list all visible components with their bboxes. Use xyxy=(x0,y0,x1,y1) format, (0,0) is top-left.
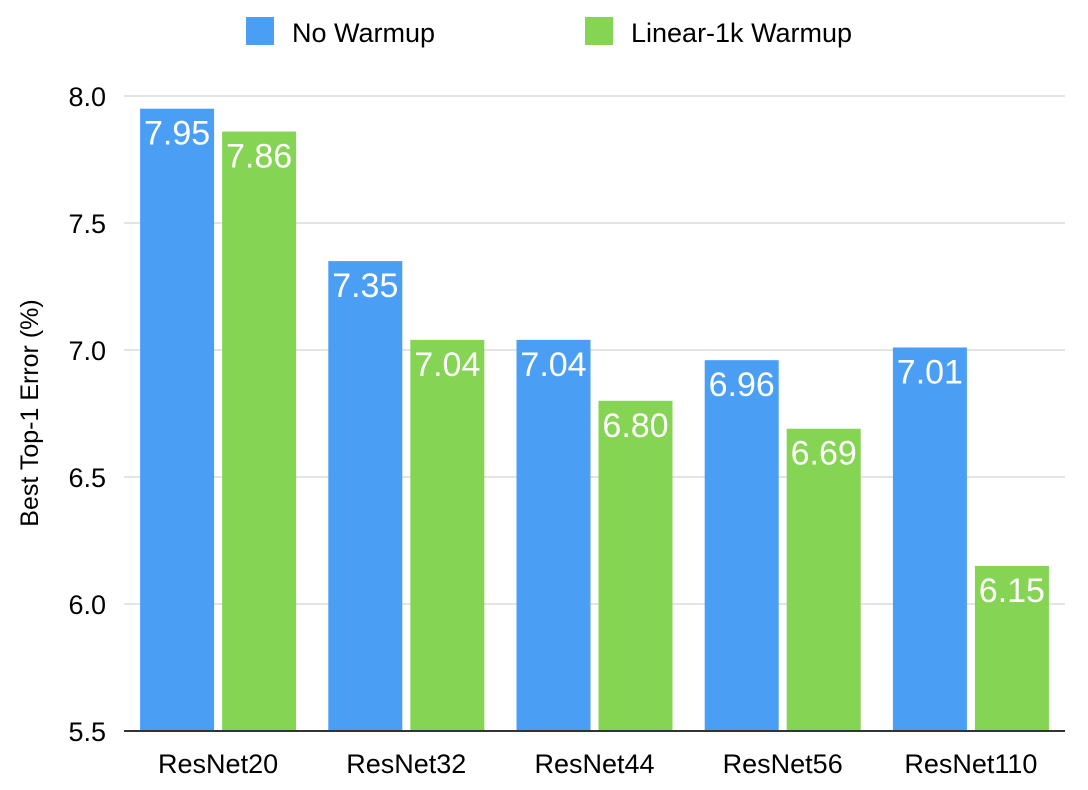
data-label: 7.95 xyxy=(144,115,210,153)
bar xyxy=(974,565,1049,731)
data-labels: 7.95 7.86 7.35 7.04 7.04 6.80 6.96 6.69 7.01 6.15 xyxy=(144,115,1045,610)
category-label: ResNet44 xyxy=(534,749,654,779)
bar xyxy=(140,108,215,731)
category-label: ResNet110 xyxy=(904,749,1037,779)
bar xyxy=(892,347,967,731)
bar xyxy=(516,339,591,731)
y-tick-label: 6.0 xyxy=(68,590,106,620)
y-axis-ticks: 5.5 6.0 6.5 7.0 7.5 8.0 xyxy=(68,82,106,747)
bar xyxy=(410,339,485,731)
y-tick-label: 6.5 xyxy=(68,463,106,493)
bar xyxy=(328,261,403,731)
data-label: 7.86 xyxy=(226,138,292,176)
legend-swatch xyxy=(585,17,613,45)
legend: No Warmup Linear-1k Warmup xyxy=(246,17,852,48)
bar xyxy=(704,360,779,731)
bars xyxy=(140,108,1049,731)
y-tick-label: 7.5 xyxy=(68,209,106,239)
legend-label: No Warmup xyxy=(292,18,435,48)
data-label: 6.96 xyxy=(709,366,775,404)
data-label: 6.15 xyxy=(979,572,1045,610)
legend-swatch xyxy=(246,17,274,45)
data-label: 7.04 xyxy=(414,346,480,384)
data-label: 7.01 xyxy=(897,353,963,391)
y-tick-label: 5.5 xyxy=(68,717,106,747)
data-label: 6.69 xyxy=(791,435,857,473)
bar xyxy=(598,400,673,731)
data-label: 7.35 xyxy=(332,267,398,305)
x-axis-categories: ResNet20 ResNet32 ResNet44 ResNet56 ResNet11… xyxy=(158,749,1037,779)
bar xyxy=(222,131,297,731)
category-label: ResNet56 xyxy=(723,749,843,779)
legend-label: Linear-1k Warmup xyxy=(631,18,852,48)
y-tick-label: 8.0 xyxy=(68,82,106,112)
category-label: ResNet32 xyxy=(346,749,466,779)
y-axis-label: Best Top-1 Error (%) xyxy=(16,299,44,526)
data-label: 6.80 xyxy=(602,407,668,445)
bar xyxy=(786,428,861,731)
data-label: 7.04 xyxy=(520,346,586,384)
y-tick-label: 7.0 xyxy=(68,336,106,366)
category-label: ResNet20 xyxy=(158,749,278,779)
